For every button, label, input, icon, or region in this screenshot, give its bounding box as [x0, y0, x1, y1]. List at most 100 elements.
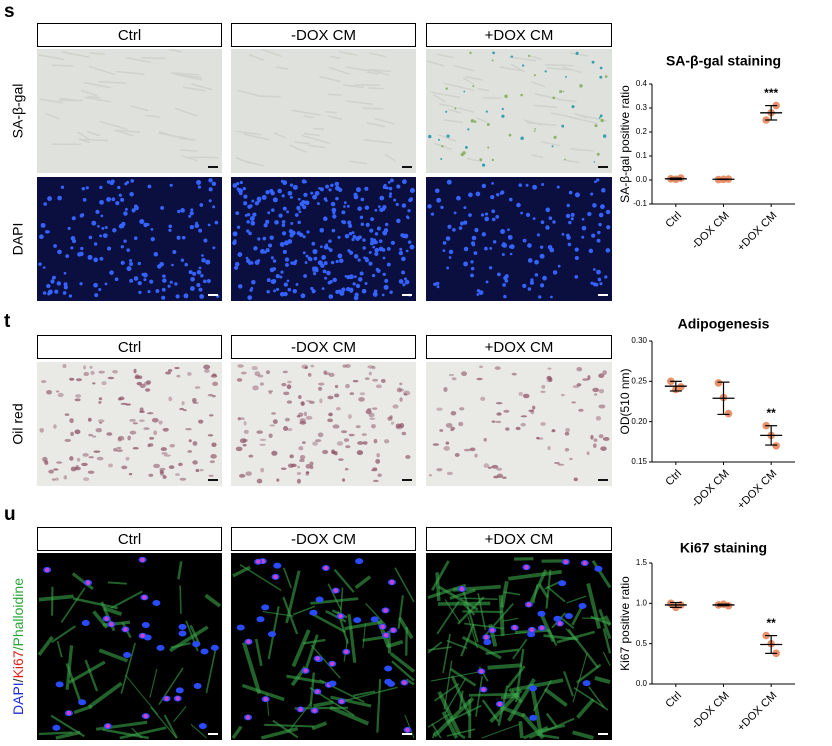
lipid-droplet — [296, 478, 301, 484]
nucleus — [343, 201, 347, 205]
stain-speck — [599, 66, 603, 70]
nucleus — [360, 197, 365, 202]
lipid-droplet — [240, 371, 247, 375]
cell-texture — [510, 63, 526, 73]
actin-fiber — [362, 622, 367, 649]
nucleus — [247, 204, 252, 209]
nucleus — [250, 220, 256, 226]
nucleus — [507, 234, 513, 240]
stain-speck — [544, 70, 547, 73]
nucleus — [178, 623, 187, 630]
nucleus — [319, 187, 324, 192]
cell-texture — [570, 52, 589, 57]
cell-texture — [453, 64, 475, 72]
lipid-droplet — [318, 382, 325, 386]
nucleus — [545, 225, 550, 230]
nucleus — [365, 222, 370, 227]
nucleus — [265, 248, 270, 253]
lipid-droplet — [443, 446, 450, 451]
cell-texture — [61, 51, 90, 58]
lipid-droplet — [129, 430, 137, 435]
actin-fiber — [546, 585, 566, 603]
nucleus — [383, 284, 389, 290]
lipid-droplet — [76, 457, 81, 462]
cell-texture — [366, 121, 386, 128]
nucleus — [286, 279, 290, 283]
nucleus — [409, 187, 415, 193]
lipid-droplet — [432, 443, 440, 446]
nucleus — [284, 257, 290, 262]
lipid-droplet — [40, 379, 47, 384]
lipid-droplet — [93, 450, 101, 453]
nucleus — [265, 219, 270, 224]
actin-fiber — [339, 587, 344, 617]
ki67-nucleus — [490, 628, 495, 633]
actin-fiber — [272, 719, 299, 739]
lipid-droplet — [598, 404, 606, 409]
nucleus — [475, 191, 481, 197]
nucleus — [592, 203, 597, 208]
nucleus — [106, 180, 111, 184]
nucleus — [323, 244, 329, 250]
nucleus — [570, 212, 575, 217]
nucleus — [402, 283, 406, 287]
nucleus — [372, 291, 378, 297]
nucleus — [118, 223, 124, 229]
nucleus — [309, 609, 318, 616]
actin-fiber — [72, 597, 119, 610]
lipid-droplet — [174, 366, 180, 370]
nucleus — [337, 235, 341, 239]
lipid-droplet — [268, 390, 273, 393]
nucleus — [292, 184, 298, 190]
lipid-droplet — [496, 467, 503, 471]
nucleus — [307, 256, 312, 261]
nucleus — [284, 240, 289, 246]
nucleus — [181, 235, 186, 240]
lipid-droplet — [592, 443, 597, 448]
lipid-droplet — [243, 429, 249, 434]
nucleus — [532, 217, 536, 221]
nucleus — [235, 211, 240, 216]
actin-fiber — [427, 641, 443, 654]
nucleus — [300, 293, 306, 299]
nucleus — [468, 213, 472, 217]
lipid-droplet — [602, 370, 607, 375]
nucleus — [525, 183, 529, 187]
ki67-nucleus — [529, 627, 535, 632]
nucleus — [323, 261, 328, 266]
nucleus — [57, 195, 62, 201]
lipid-droplet — [169, 443, 176, 448]
nucleus — [316, 202, 320, 206]
cell-texture — [237, 89, 259, 97]
actin-fiber — [591, 560, 612, 589]
nucleus — [317, 260, 323, 266]
nucleus — [271, 278, 277, 284]
lipid-droplet — [301, 364, 309, 369]
nucleus — [567, 242, 572, 247]
ki67-nucleus — [582, 560, 587, 566]
nucleus — [106, 246, 112, 251]
lipid-droplet — [259, 443, 266, 446]
lipid-droplet — [576, 383, 582, 387]
lipid-droplet — [125, 456, 130, 461]
lipid-droplet — [243, 420, 247, 426]
ki67-nucleus — [263, 696, 268, 702]
nucleus — [548, 216, 553, 221]
nucleus — [332, 277, 337, 283]
nucleus — [448, 256, 452, 259]
lipid-droplet — [541, 384, 546, 389]
nucleus — [236, 182, 240, 186]
nucleus — [483, 639, 492, 646]
nucleus — [257, 237, 261, 241]
x-tick-label: +DOX CM — [735, 690, 779, 734]
nucleus — [353, 254, 359, 259]
actin-fiber — [571, 606, 584, 626]
actin-fiber — [38, 731, 73, 736]
nucleus — [601, 188, 606, 193]
nucleus — [442, 249, 446, 252]
nucleus — [592, 268, 596, 271]
lipid-droplet — [159, 471, 165, 476]
actin-fiber — [84, 659, 99, 692]
stain-speck — [594, 124, 598, 128]
cell-texture — [436, 53, 454, 59]
